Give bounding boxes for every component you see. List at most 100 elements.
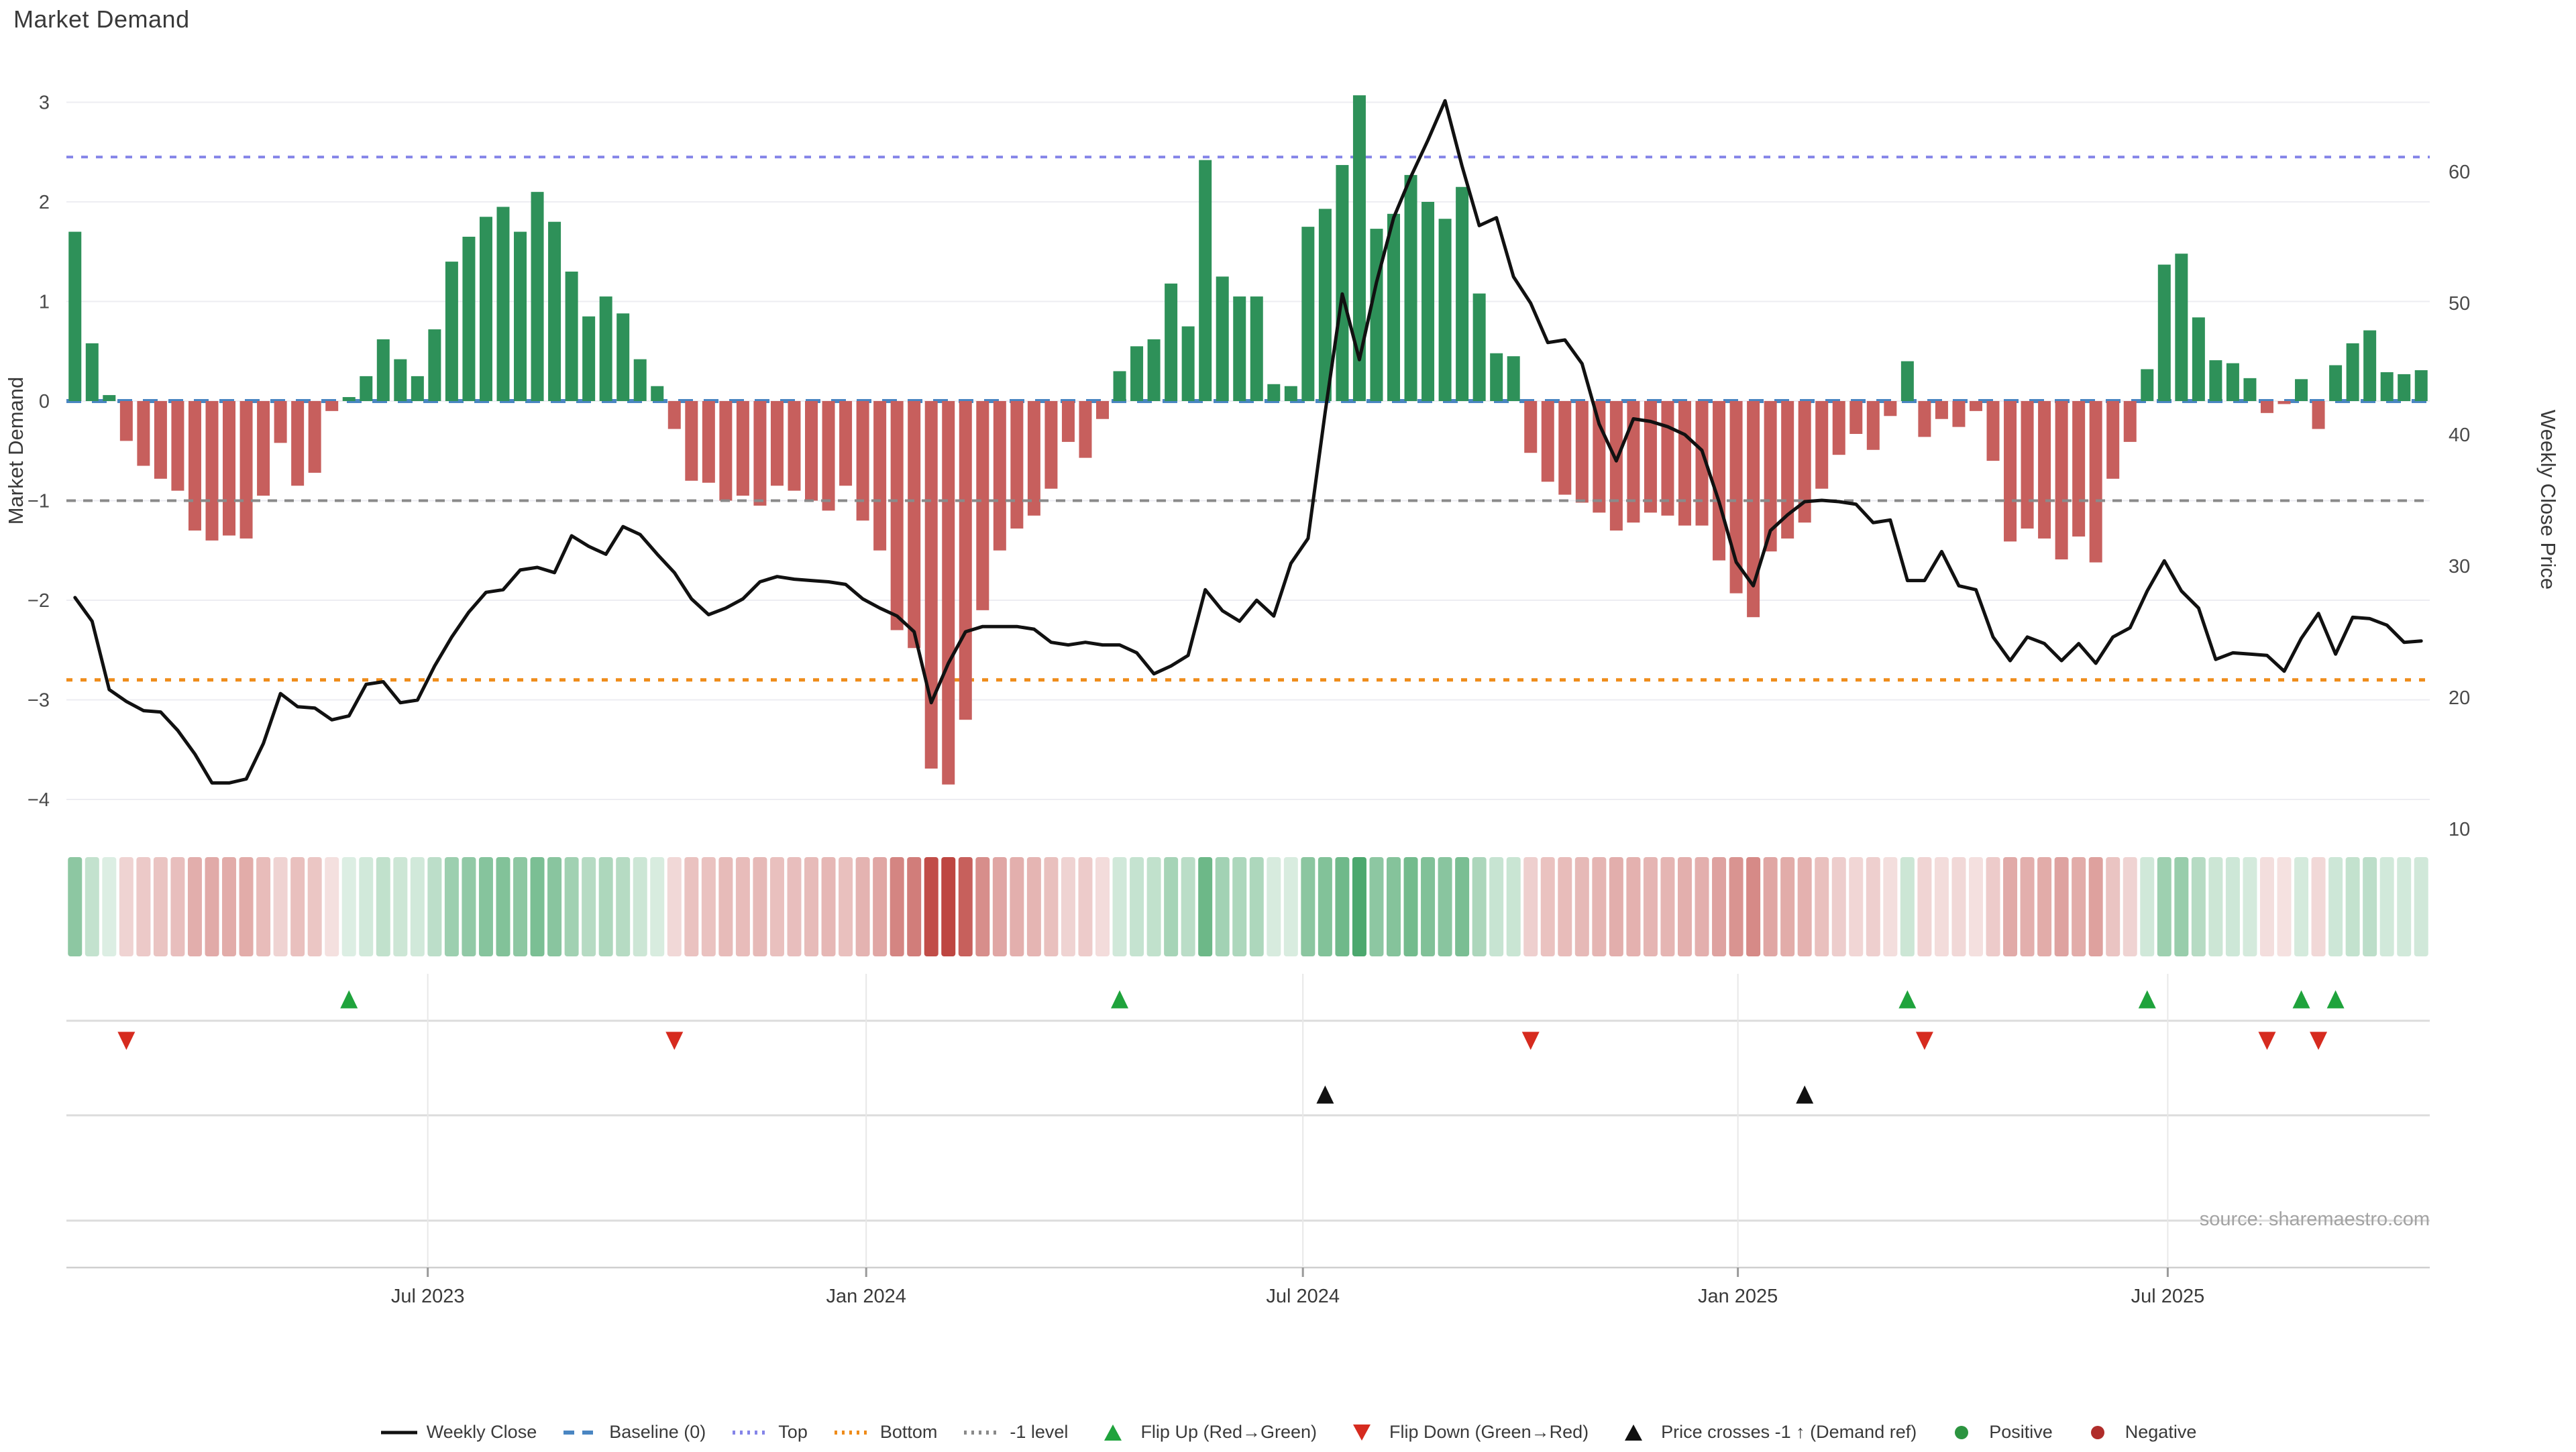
demand-bar bbox=[1558, 401, 1572, 495]
heatmap-cell bbox=[753, 857, 767, 956]
flip-down-marker bbox=[2258, 1031, 2276, 1050]
legend-item: Negative bbox=[2078, 1422, 2197, 1443]
demand-bar bbox=[1832, 401, 1845, 455]
heatmap-cell bbox=[1986, 857, 2000, 956]
demand-bar bbox=[342, 397, 356, 401]
demand-bar bbox=[2157, 264, 2171, 401]
demand-bar bbox=[496, 207, 510, 401]
heatmap-cell bbox=[1232, 857, 1247, 956]
heatmap-cell bbox=[633, 857, 647, 956]
heatmap-cell bbox=[1301, 857, 1316, 956]
demand-bar bbox=[976, 401, 989, 610]
legend-item: Positive bbox=[1942, 1422, 2053, 1443]
heatmap-cell bbox=[975, 857, 990, 956]
heatmap-cell bbox=[1181, 857, 1195, 956]
demand-bar bbox=[257, 401, 270, 496]
demand-bar bbox=[2106, 401, 2120, 479]
heatmap-cell bbox=[873, 857, 888, 956]
heatmap-cell bbox=[582, 857, 596, 956]
demand-bar bbox=[1301, 227, 1315, 401]
demand-bar bbox=[667, 401, 681, 429]
heatmap-cell bbox=[1078, 857, 1093, 956]
heatmap-cell bbox=[1917, 857, 1932, 956]
demand-bar bbox=[1695, 401, 1709, 526]
demand-bar bbox=[736, 401, 749, 496]
demand-bar bbox=[291, 401, 305, 486]
demand-bar bbox=[1352, 95, 1366, 402]
legend-item: Price crosses -1 ↑ (Demand ref) bbox=[1614, 1422, 1917, 1443]
demand-bar bbox=[873, 401, 887, 551]
heatmap-cell bbox=[2328, 857, 2343, 956]
page-title: Market Demand bbox=[13, 5, 190, 33]
heatmap-cell bbox=[1934, 857, 1949, 956]
legend-dashes-icon bbox=[564, 1430, 600, 1435]
heatmap-cell bbox=[1215, 857, 1230, 956]
heatmap-cell bbox=[564, 857, 579, 956]
heatmap-cell bbox=[1335, 857, 1350, 956]
legend-item-label: Negative bbox=[2125, 1422, 2197, 1442]
demand-bar bbox=[223, 401, 236, 536]
legend-item: Bottom bbox=[833, 1422, 938, 1443]
heatmap-cell bbox=[1198, 857, 1213, 956]
price-cross-marker bbox=[1796, 1085, 1814, 1104]
heatmap-cell bbox=[187, 857, 202, 956]
heatmap-cell bbox=[1780, 857, 1795, 956]
demand-bar bbox=[1541, 401, 1554, 482]
heatmap-cell bbox=[1968, 857, 1983, 956]
demand-bar bbox=[2021, 401, 2034, 529]
flip-up-marker bbox=[1111, 990, 1129, 1009]
heatmap-cell bbox=[1318, 857, 1332, 956]
flip-down-marker bbox=[2310, 1031, 2328, 1050]
heatmap-cell bbox=[992, 857, 1007, 956]
demand-bar bbox=[1644, 401, 1657, 513]
legend-item-label: Positive bbox=[1989, 1422, 2053, 1442]
right-axis-tick-label: 20 bbox=[2449, 687, 2470, 709]
heatmap-cell bbox=[1438, 857, 1452, 956]
heatmap-cell bbox=[1455, 857, 1470, 956]
heatmap-cell bbox=[1044, 857, 1059, 956]
heatmap-cell bbox=[735, 857, 750, 956]
demand-bar bbox=[1284, 386, 1297, 401]
heatmap-cell bbox=[2294, 857, 2309, 956]
demand-bar bbox=[788, 401, 801, 491]
heatmap-cell bbox=[1010, 857, 1024, 956]
legend-item-label: Flip Down (Green→Red) bbox=[1389, 1422, 1589, 1442]
heatmap-cell bbox=[1267, 857, 1281, 956]
heatmap-cell bbox=[1489, 857, 1504, 956]
heatmap-cell bbox=[153, 857, 168, 956]
legend-item-label: Top bbox=[778, 1422, 808, 1442]
demand-bar bbox=[205, 401, 219, 541]
demand-bar bbox=[1027, 401, 1040, 516]
heatmap-cell bbox=[2106, 857, 2121, 956]
heatmap-cell bbox=[941, 857, 956, 956]
left-axis-tick-label: −3 bbox=[28, 690, 50, 712]
demand-bar bbox=[137, 401, 150, 466]
demand-bar bbox=[531, 192, 544, 401]
demand-bar bbox=[1866, 401, 1880, 450]
heatmap-cell bbox=[1729, 857, 1743, 956]
heatmap-cell bbox=[462, 857, 476, 956]
demand-bar bbox=[2363, 330, 2377, 401]
heatmap-cell bbox=[205, 857, 219, 956]
heatmap-cell bbox=[2191, 857, 2206, 956]
right-axis-title: Weekly Close Price bbox=[2536, 410, 2560, 590]
heatmap-cell bbox=[2277, 857, 2292, 956]
x-axis-tick-label: Jul 2023 bbox=[391, 1286, 465, 1307]
heatmap-cell bbox=[839, 857, 853, 956]
legend-item-label: Bottom bbox=[879, 1422, 938, 1442]
demand-bar bbox=[1438, 219, 1452, 401]
demand-bar bbox=[85, 343, 99, 401]
demand-bar bbox=[616, 313, 630, 401]
heatmap-cell bbox=[2414, 857, 2428, 956]
weekly-close-line bbox=[73, 99, 2423, 785]
heatmap-cell bbox=[2174, 857, 2189, 956]
heatmap-cell bbox=[1540, 857, 1555, 956]
demand-bar bbox=[103, 395, 116, 401]
demand-bar bbox=[2004, 401, 2017, 542]
heatmap-cell bbox=[547, 857, 562, 956]
demand-bar bbox=[822, 401, 835, 511]
heatmap-cell bbox=[1866, 857, 1880, 956]
heatmap-cell bbox=[1472, 857, 1487, 956]
heatmap-cell bbox=[598, 857, 613, 956]
